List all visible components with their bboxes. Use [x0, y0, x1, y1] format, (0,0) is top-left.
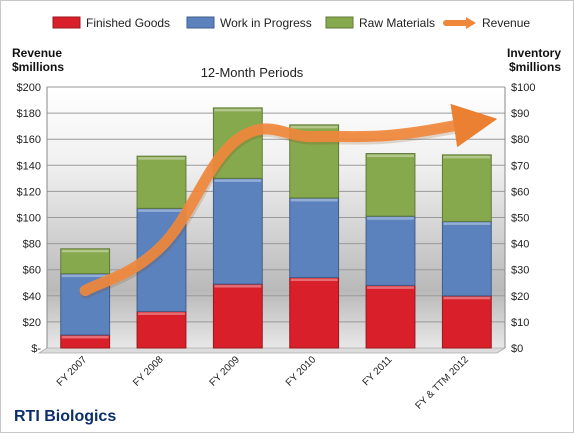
left-tick-label: $120 [17, 186, 41, 198]
legend-label: Finished Goods [86, 16, 170, 30]
left-tick-label: $100 [17, 213, 41, 225]
legend-label: Revenue [482, 16, 530, 30]
right-tick-label: $40 [511, 239, 529, 251]
grid-lines [47, 86, 505, 323]
bar-raw-materials-highlight [61, 249, 109, 253]
bar-finished-goods-highlight [367, 286, 414, 289]
right-tick-label: $80 [511, 134, 529, 146]
bar-finished-goods [441, 295, 492, 349]
bar-raw-materials [441, 154, 492, 222]
left-tick-label: $40 [23, 291, 41, 303]
bar-finished-goods-highlight [443, 296, 491, 300]
left-tick-label: $160 [17, 134, 41, 146]
bar-finished-goods-highlight [290, 278, 338, 282]
legend-swatch [186, 16, 215, 29]
right-tick-label: $50 [511, 213, 529, 225]
revenue-line [79, 103, 498, 299]
bar-raw-materials-highlight [367, 154, 414, 158]
plot-floor [37, 347, 507, 354]
company-name: RTI Biologics [14, 408, 116, 425]
left-axis: $- $20 $40 $60 $80 $100 $120 $140 $160 $180 $200 [17, 82, 48, 355]
left-tick-label: $20 [23, 317, 41, 329]
right-tick-label: $100 [511, 82, 535, 94]
bar-work-in-progress-highlight [367, 217, 414, 220]
left-axis-title-line2: $millions [12, 60, 64, 74]
right-tick-label: $20 [511, 291, 529, 303]
right-tick-label: $90 [511, 108, 529, 120]
right-tick-label: $30 [511, 265, 529, 277]
revenue-line-path [79, 103, 498, 297]
legend-label: Work in Progress [220, 16, 312, 30]
bar-work-in-progress [212, 177, 263, 285]
plot-floor-shape [37, 347, 507, 354]
bar-work-in-progress-highlight [138, 209, 185, 212]
bar-work-in-progress [289, 197, 340, 279]
bar-work-in-progress [365, 215, 416, 286]
bar-work-in-progress-highlight [61, 274, 109, 278]
right-tick-label: $0 [511, 343, 523, 355]
right-tick-label: $10 [511, 317, 529, 329]
bar-work-in-progress [441, 220, 492, 297]
legend-arrow-icon [466, 17, 476, 29]
bar-raw-materials-highlight [290, 125, 338, 129]
bar-work-in-progress-highlight [443, 222, 491, 225]
bar-raw-materials-highlight [443, 155, 491, 159]
bar-finished-goods [212, 283, 263, 349]
bar-finished-goods-highlight [214, 285, 262, 288]
left-tick-label: $80 [23, 239, 41, 251]
bar-work-in-progress-highlight [290, 198, 338, 202]
bar-raw-materials-highlight [138, 157, 185, 160]
right-axis-title-line1: Inventory [507, 46, 561, 60]
bar-finished-goods [289, 277, 340, 349]
left-tick-label: $180 [17, 108, 41, 120]
bar-raw-materials [60, 248, 111, 275]
bar-finished-goods-highlight [61, 335, 109, 339]
bar-raw-materials [136, 155, 187, 209]
legend: Finished Goods Work in Progress Raw Materi… [52, 16, 530, 30]
left-tick-label: $200 [17, 82, 41, 94]
left-tick-label: $60 [23, 265, 41, 277]
right-axis-title-line2: $millions [509, 60, 561, 74]
right-tick-label: $60 [511, 186, 529, 198]
bar-work-in-progress-highlight [214, 179, 262, 182]
bar-finished-goods [136, 310, 187, 349]
bar-raw-materials-highlight [214, 108, 262, 112]
bar-raw-materials [365, 153, 416, 217]
left-axis-title-line1: Revenue [12, 46, 62, 60]
legend-swatch [52, 16, 81, 29]
legend-swatch [325, 16, 354, 29]
bar-finished-goods [365, 284, 416, 349]
chart-title: 12-Month Periods [201, 65, 304, 80]
bar-finished-goods-highlight [138, 312, 185, 315]
right-axis: $0 $10 $20 $30 $40 $50 $60 $70 $80 $90 $100 [504, 82, 535, 355]
right-tick-label: $70 [511, 160, 529, 172]
left-tick-label: $140 [17, 160, 41, 172]
left-tick-label: $- [31, 343, 41, 355]
legend-label: Raw Materials [359, 16, 435, 30]
